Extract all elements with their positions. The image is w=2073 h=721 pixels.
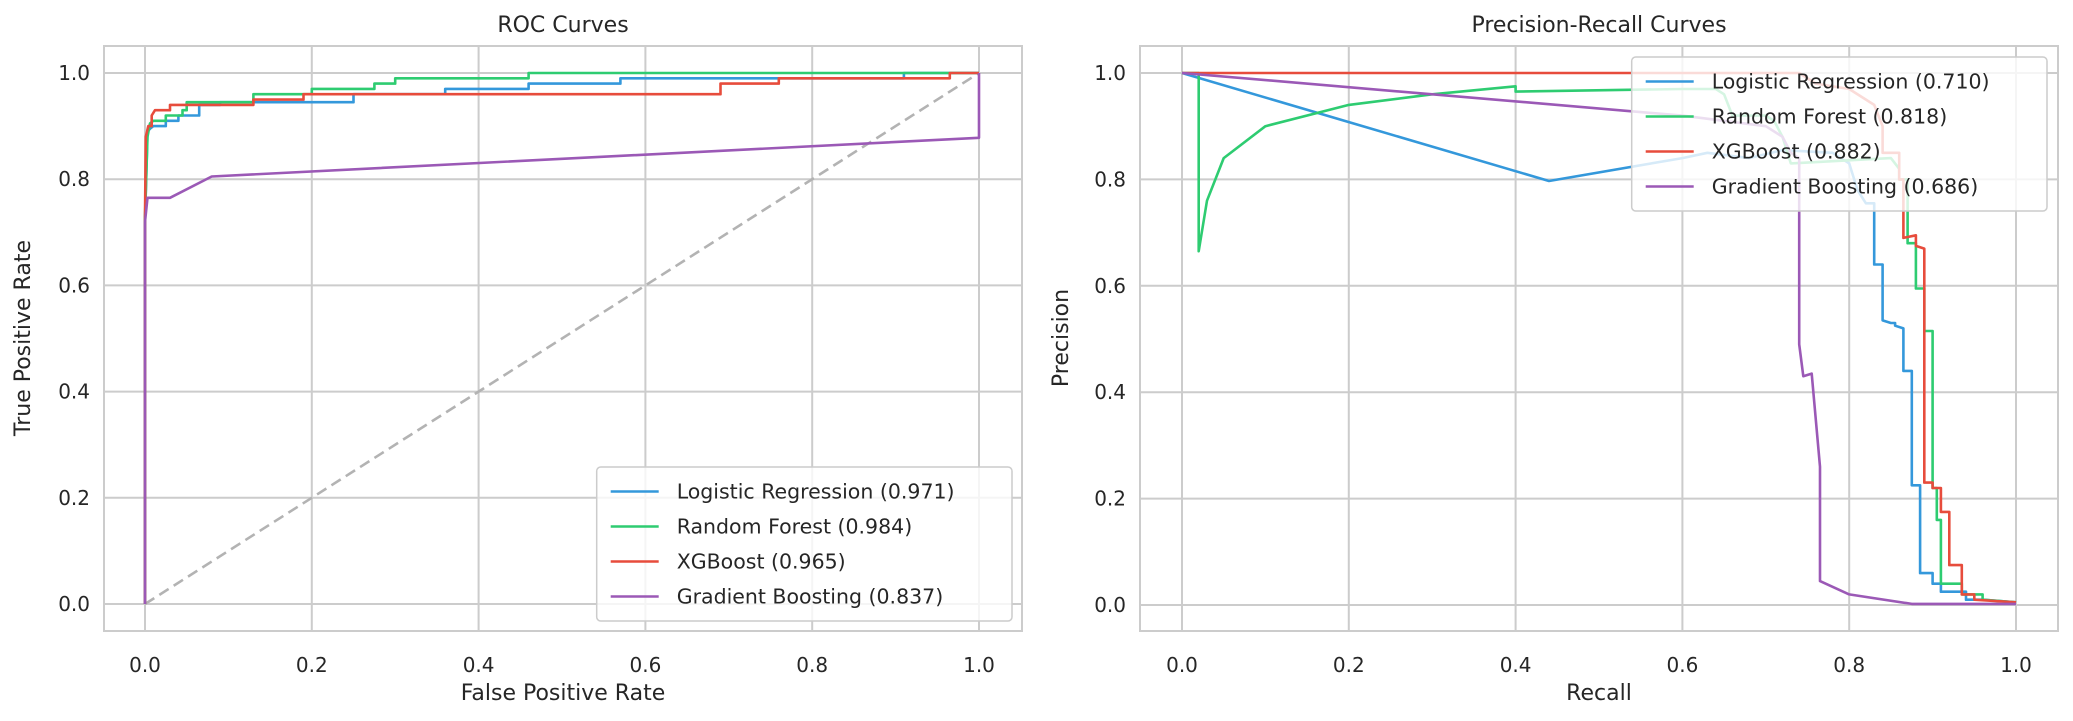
roc-legend-entry-logistic-regression: Logistic Regression (0.971) <box>610 480 955 504</box>
roc-legend-entry-gradient-boosting: Gradient Boosting (0.837) <box>610 585 944 609</box>
roc-legend-label: Logistic Regression (0.971) <box>677 480 955 504</box>
roc-legend-label: Gradient Boosting (0.837) <box>677 585 944 609</box>
roc-legend-box <box>595 466 1013 622</box>
roc-legend-entry-random-forest: Random Forest (0.984) <box>610 515 913 539</box>
pr-xlabel: Recall <box>1566 681 1632 706</box>
pr-ytick-label: 0.2 <box>1094 487 1126 511</box>
pr-ylabel: Precision <box>1049 289 1074 387</box>
roc-xlabel: False Positive Rate <box>461 681 665 706</box>
pr-xtick-label: 0.4 <box>1500 653 1532 677</box>
roc-legend-label: XGBoost (0.965) <box>677 550 846 574</box>
pr-panel: Precision-Recall Curves 0.0 0.2 0.4 0.6 0.8 1… <box>1049 13 2059 706</box>
roc-ytick-label: 1.0 <box>58 61 90 85</box>
pr-legend-entry-xgboost: XGBoost (0.882) <box>1645 140 1881 164</box>
roc-xtick-label: 1.0 <box>963 653 995 677</box>
pr-ytick-label: 1.0 <box>1094 61 1126 85</box>
roc-ytick-label: 0.2 <box>58 486 90 510</box>
pr-xtick-label: 0.8 <box>1833 653 1865 677</box>
pr-legend-entry-random-forest: Random Forest (0.818) <box>1645 105 1948 129</box>
pr-ytick-label: 0.8 <box>1094 167 1126 191</box>
roc-xtick-label: 0.8 <box>796 653 828 677</box>
roc-ytick-label: 0.6 <box>58 273 90 297</box>
pr-legend-label: Random Forest (0.818) <box>1712 105 1948 129</box>
pr-ytick-label: 0.4 <box>1094 380 1126 404</box>
roc-diagonal-reference <box>144 71 980 606</box>
roc-xtick-label: 0.0 <box>129 653 161 677</box>
roc-xtick-label: 0.6 <box>629 653 661 677</box>
roc-legend-entry-xgboost: XGBoost (0.965) <box>610 550 846 574</box>
pr-title: Precision-Recall Curves <box>1471 13 1726 38</box>
pr-legend-label: XGBoost (0.882) <box>1712 140 1881 164</box>
roc-ytick-label: 0.8 <box>58 167 90 191</box>
pr-legend-box <box>1630 56 2048 212</box>
pr-xtick-label: 1.0 <box>2000 653 2032 677</box>
pr-legend-entry-logistic-regression: Logistic Regression (0.710) <box>1645 70 1990 94</box>
roc-curve-gradient-boosting <box>143 73 981 604</box>
pr-xtick-label: 0.2 <box>1333 653 1365 677</box>
pr-ticks: 0.0 0.2 0.4 0.6 0.8 1.0 0.0 0.2 0.4 0.6 0.8 1.0 <box>1094 61 2032 677</box>
pr-xtick-label: 0.6 <box>1666 653 1698 677</box>
pr-legend-entry-gradient-boosting: Gradient Boosting (0.686) <box>1645 175 1979 199</box>
roc-frame <box>103 45 1023 632</box>
roc-curves <box>143 71 981 606</box>
pr-xtick-label: 0.0 <box>1166 653 1198 677</box>
roc-ytick-label: 0.0 <box>58 592 90 616</box>
pr-frame <box>1139 45 2059 632</box>
roc-legend-label: Random Forest (0.984) <box>677 515 913 539</box>
roc-xtick-label: 0.2 <box>296 653 328 677</box>
roc-curve-xgboost <box>143 71 979 604</box>
roc-ytick-label: 0.4 <box>58 380 90 404</box>
pr-legend-label: Logistic Regression (0.710) <box>1712 70 1990 94</box>
roc-panel: ROC Curves 0.0 0.2 0.4 0.6 0.8 1.00.00.20.40.… <box>11 13 1023 706</box>
pr-legend: Logistic Regression (0.710) Random Forest… <box>1630 56 2048 212</box>
roc-ylabel: True Positive Rate <box>11 240 36 437</box>
roc-grid <box>104 46 1022 631</box>
pr-ytick-label: 0.6 <box>1094 274 1126 298</box>
pr-legend-label: Gradient Boosting (0.686) <box>1712 175 1979 199</box>
roc-xtick-label: 0.4 <box>463 653 495 677</box>
roc-legend: Logistic Regression (0.971) Random Forest… <box>595 466 1013 622</box>
pr-ytick-label: 0.0 <box>1094 593 1126 617</box>
roc-title: ROC Curves <box>497 13 628 38</box>
roc-ticks: 0.0 0.2 0.4 0.6 0.8 1.0 0.0 0.2 0.4 0.6 0.8 1.0 <box>58 61 995 677</box>
